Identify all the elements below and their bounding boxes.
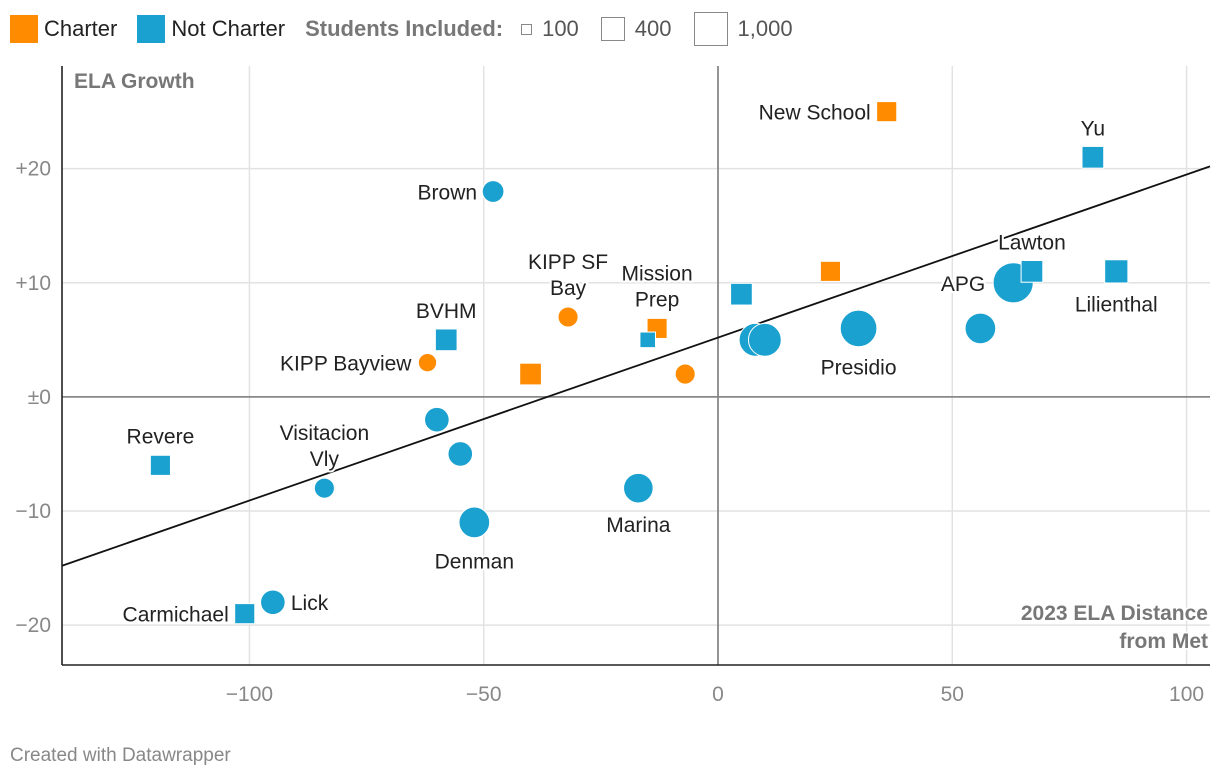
x-tick-label: 0 (712, 683, 724, 706)
point-label: APG (941, 273, 985, 296)
x-axis-title-line: 2023 ELA Distance (1021, 602, 1208, 625)
legend-size-400-label: 400 (634, 16, 672, 41)
legend-label-charter: Charter (44, 16, 118, 41)
data-point-square (1020, 260, 1044, 283)
point-label: Lawton (998, 231, 1066, 254)
legend-size-100: 100 (521, 16, 579, 42)
trend-line (61, 165, 1211, 567)
data-point-square (519, 362, 542, 386)
data-point-circle (313, 477, 335, 499)
y-tick-label: −10 (15, 500, 51, 523)
point-label: Lick (291, 592, 329, 615)
point-label: Revere (127, 425, 195, 448)
data-point-circle (623, 472, 654, 504)
data-point-circle (839, 309, 878, 348)
data-point-circle (458, 506, 491, 539)
data-point-square (434, 328, 458, 352)
point-label: Presidio (821, 356, 897, 379)
data-point-circle (964, 312, 997, 345)
data-point-square (234, 603, 256, 625)
data-point-square (819, 260, 842, 282)
data-point-square (1081, 145, 1105, 169)
y-tick-label: +10 (15, 272, 51, 295)
point-label: BVHM (416, 300, 477, 323)
point-label-line: KIPP SF (528, 251, 608, 274)
size-1000-square-icon (693, 12, 728, 46)
legend-item-not-charter[interactable]: Not Charter (137, 15, 285, 43)
point-label-line: Bay (550, 277, 587, 300)
data-point-circle (747, 322, 782, 357)
axis-titles: ELA Growth 2023 ELA Distance from Met (72, 68, 1210, 655)
data-point-circle (260, 589, 286, 616)
point-labels: New School Yu Brown Lawton Lilienthal APG KIPP… (121, 100, 1160, 629)
point-label-line: Vly (310, 448, 340, 471)
point-label: Denman (435, 550, 514, 573)
data-point-circle (674, 363, 696, 385)
trend-line-group (61, 165, 1211, 567)
size-400-square-icon (600, 17, 625, 41)
data-point-circle (424, 406, 450, 433)
size-100-square-icon (521, 23, 533, 35)
data-point-circle (447, 441, 474, 467)
data-point-circle (557, 306, 579, 328)
point-label: Carmichael (123, 604, 229, 627)
point-label: KIPP SF Bay (528, 251, 608, 300)
point-label: Yu (1081, 117, 1106, 140)
data-point-square (1104, 259, 1129, 284)
data-points (149, 101, 1129, 625)
y-tick-label: +20 (15, 158, 51, 181)
credit-text: Created with Datawrapper (10, 745, 231, 766)
point-label-line: Prep (635, 288, 679, 311)
y-axis-title: ELA Growth (74, 70, 195, 93)
data-point-square (639, 331, 656, 349)
point-label: Mission Prep (621, 262, 692, 311)
x-tick-label: −50 (466, 683, 502, 706)
point-label: Brown (418, 182, 478, 205)
legend-size-title: Students Included: (305, 16, 504, 41)
point-label: Visitacion Vly (280, 422, 370, 471)
x-axis-title-line: from Met (1119, 630, 1208, 653)
data-point-circle (481, 180, 505, 203)
legend-size-400: 400 (600, 16, 672, 42)
data-point-circle (417, 352, 438, 373)
point-label-line: Visitacion (280, 422, 370, 445)
legend: Charter Not Charter Students Included: 1… (10, 12, 815, 46)
legend-label-not-charter: Not Charter (171, 16, 286, 41)
charter-swatch-icon (10, 15, 38, 43)
point-label: KIPP Bayview (280, 353, 412, 376)
point-label: Lilienthal (1075, 293, 1158, 316)
point-label: New School (759, 102, 871, 125)
legend-size-1000: 1,000 (693, 12, 793, 46)
not-charter-swatch-icon (137, 15, 166, 43)
x-tick-label: 50 (941, 683, 964, 706)
y-tick-label: −20 (15, 614, 51, 637)
y-tick-label: ±0 (28, 386, 51, 409)
point-label-line: Mission (621, 262, 692, 285)
legend-size-100-label: 100 (542, 16, 579, 41)
data-point-square (149, 454, 171, 476)
x-tick-label: 100 (1169, 683, 1204, 706)
x-tick-label: −100 (226, 683, 273, 706)
scatter-chart: −100 −50 0 50 100 +20 +10 ±0 −10 −20 New School Yu… (15, 66, 1211, 706)
legend-size-1000-label: 1,000 (737, 16, 793, 41)
data-point-square (876, 101, 898, 123)
legend-item-charter[interactable]: Charter (10, 15, 117, 43)
point-label: Marina (606, 514, 671, 537)
data-point-square (730, 282, 753, 306)
